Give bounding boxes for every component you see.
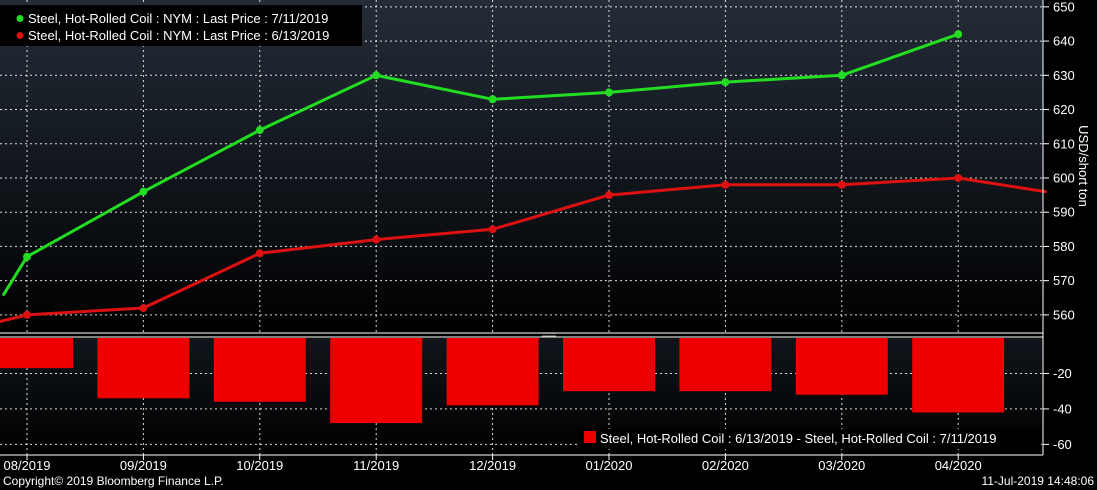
- data-point: [372, 71, 381, 80]
- difference-bar: [213, 338, 306, 402]
- data-point: [139, 304, 148, 313]
- difference-bar: [446, 338, 539, 406]
- lower-legend: Steel, Hot-Rolled Coil : 6/13/2019 - Ste…: [578, 429, 1041, 449]
- x-tick-label: 04/2020: [935, 458, 982, 473]
- upper-y-axis: 560 570 580 590 600 610 620 630 640 650: [1043, 0, 1075, 322]
- legend-label-green: Steel, Hot-Rolled Coil : NYM : Last Pric…: [28, 11, 328, 26]
- x-tick-label: 12/2019: [469, 458, 516, 473]
- y-tick-label: -20: [1053, 366, 1072, 381]
- x-tick-label: 02/2020: [702, 458, 749, 473]
- data-point: [954, 173, 963, 182]
- series-line: [2, 32, 960, 296]
- data-point: [23, 310, 31, 319]
- data-point: [954, 30, 963, 39]
- difference-bar: [563, 338, 655, 392]
- difference-bar: [330, 338, 423, 424]
- y-tick-label: 590: [1053, 205, 1075, 220]
- data-point: [488, 95, 497, 104]
- difference-bar: [97, 338, 190, 399]
- data-point: [605, 88, 613, 97]
- upper-legend: Steel, Hot-Rolled Coil : NYM : Last Pric…: [0, 5, 362, 46]
- legend-label-bar: Steel, Hot-Rolled Coil : 6/13/2019 - Ste…: [600, 431, 996, 446]
- data-point: [721, 180, 730, 189]
- data-point: [139, 187, 148, 196]
- data-point: [23, 252, 31, 261]
- x-tick-label: 03/2020: [818, 458, 865, 473]
- x-tick-label: 11/2019: [353, 458, 399, 473]
- x-tick-label: 01/2020: [586, 458, 633, 473]
- x-tick-label: 09/2019: [120, 458, 167, 473]
- legend-box: [0, 5, 362, 46]
- y-tick-label: 580: [1053, 239, 1075, 254]
- data-point: [255, 249, 264, 258]
- data-point: [721, 78, 730, 87]
- difference-bar: [912, 338, 1005, 413]
- timestamp-text: 11-Jul-2019 14:48:06: [981, 474, 1094, 488]
- difference-bar: [795, 338, 888, 395]
- legend-label-red: Steel, Hot-Rolled Coil : NYM : Last Pric…: [28, 28, 329, 43]
- y-tick-label: -60: [1053, 437, 1072, 452]
- copyright-text: Copyright© 2019 Bloomberg Finance L.P.: [3, 474, 224, 488]
- data-point: [255, 126, 264, 135]
- y-tick-label: 630: [1053, 68, 1075, 83]
- x-tick-label: 08/2019: [4, 458, 51, 473]
- difference-bar: [0, 338, 73, 369]
- legend-marker-bar: [584, 431, 596, 443]
- y-tick-label: 620: [1053, 102, 1075, 117]
- panel-resize-handle[interactable]: [542, 333, 556, 337]
- y-tick-label: 570: [1053, 273, 1075, 288]
- legend-marker-red: [16, 32, 24, 39]
- y-tick-label: -40: [1053, 401, 1072, 416]
- data-point: [605, 191, 613, 200]
- y-tick-label: 610: [1053, 136, 1075, 151]
- data-point: [488, 225, 497, 234]
- y-tick-label: 560: [1053, 307, 1075, 322]
- data-point: [837, 71, 846, 80]
- difference-bars: [0, 338, 1005, 424]
- legend-box-lower: [578, 429, 1041, 449]
- y-tick-label: 640: [1053, 34, 1075, 49]
- price-series-lines: [0, 30, 1047, 324]
- data-point: [372, 235, 381, 244]
- data-point: [837, 180, 846, 189]
- legend-marker-green: [16, 15, 24, 22]
- x-axis: 08/2019 09/2019 10/2019 11/2019 12/2019 01/20…: [4, 455, 982, 473]
- upper-panel-background: [0, 0, 1043, 332]
- lower-y-axis: -20 -40 -60: [1043, 366, 1072, 452]
- y-tick-label: 600: [1053, 170, 1075, 185]
- x-tick-label: 10/2019: [236, 458, 283, 473]
- grid-lines: [0, 0, 1043, 455]
- y-axis-label: USD/short ton: [1076, 125, 1091, 207]
- y-tick-label: 650: [1053, 0, 1075, 14]
- difference-bar: [679, 338, 772, 392]
